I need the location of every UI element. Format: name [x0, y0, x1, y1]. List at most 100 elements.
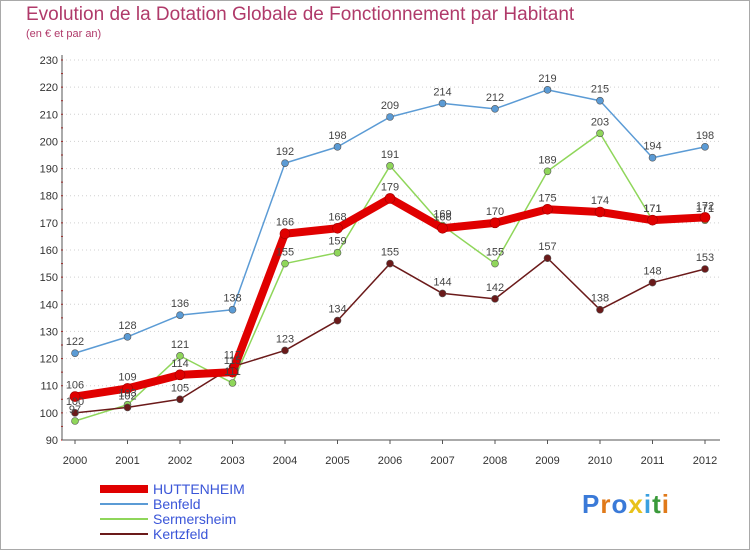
data-label: 138 [591, 293, 609, 305]
data-point [648, 278, 657, 287]
data-point [123, 333, 132, 341]
data-label: 198 [328, 130, 346, 142]
logo-letter: o [611, 489, 629, 519]
data-point [122, 383, 133, 394]
data-point [174, 369, 186, 381]
series-line-huttenheim [71, 194, 709, 401]
chart-subtitle: (en € et par an) [26, 28, 102, 40]
data-label: 159 [328, 236, 346, 248]
data-label: 155 [276, 247, 294, 259]
data-point [176, 352, 184, 360]
y-tick-label: 210 [40, 109, 58, 121]
data-point [176, 311, 184, 319]
x-tick-label: 2006 [378, 455, 402, 467]
data-label: 198 [696, 130, 714, 142]
data-label: 169 [433, 209, 451, 221]
logo-letter: i [643, 489, 653, 519]
data-point [701, 143, 709, 151]
data-point [228, 379, 237, 387]
data-point [647, 214, 658, 226]
data-point [491, 105, 499, 113]
data-point [123, 403, 132, 412]
data-label: 170 [486, 206, 504, 218]
data-label: 172 [696, 200, 714, 212]
data-point [648, 153, 657, 162]
data-label: 111 [224, 366, 241, 378]
x-tick-label: 2012 [693, 455, 717, 467]
data-point [384, 193, 396, 204]
x-tick-label: 2004 [273, 455, 297, 467]
data-label: 142 [486, 282, 504, 294]
data-label: 209 [381, 100, 399, 112]
x-tick-labels: 2000 2001 2002 2003 2004 2005 2006 2007 2008 2009… [63, 455, 717, 467]
x-tick-label: 2001 [115, 455, 139, 467]
data-label: 123 [276, 333, 294, 345]
data-label: 109 [118, 371, 136, 383]
data-point [333, 248, 342, 257]
y-tick-label: 200 [40, 136, 58, 148]
y-tick-label: 140 [40, 299, 58, 311]
y-tick-label: 100 [40, 408, 58, 420]
x-tick-label: 2009 [535, 455, 559, 467]
data-label: 103 [118, 388, 136, 400]
data-label: 157 [538, 241, 556, 253]
data-point [386, 259, 394, 268]
data-label: 179 [381, 181, 399, 193]
data-point [594, 206, 606, 218]
data-label: 148 [643, 266, 661, 278]
data-label: 191 [381, 149, 399, 161]
data-point [332, 222, 343, 234]
legend-label: Benfeld [153, 496, 200, 512]
y-tick-label: 180 [40, 191, 58, 203]
data-point [176, 395, 184, 404]
chart-title: Evolution de la Dotation Globale de Fonc… [26, 4, 575, 25]
y-tick-label: 130 [40, 326, 58, 338]
y-tick-label: 110 [40, 381, 58, 393]
data-point [491, 295, 499, 303]
data-point [228, 305, 237, 314]
data-point [596, 305, 604, 314]
series-line-benfeld [74, 89, 706, 354]
data-label: 114 [171, 358, 189, 370]
data-point [71, 409, 79, 417]
x-tick-label: 2003 [220, 455, 244, 467]
data-label: 192 [276, 146, 294, 158]
data-label: 168 [433, 211, 451, 223]
data-label: 214 [433, 86, 451, 98]
logo-letter: r [600, 489, 612, 519]
data-label: 203 [591, 116, 609, 128]
x-tick-label: 2002 [168, 455, 192, 467]
y-tick-label: 90 [46, 435, 58, 447]
data-label: 117 [224, 350, 242, 362]
data-point [333, 316, 342, 325]
data-label: 194 [643, 141, 661, 153]
data-point [71, 349, 79, 357]
data-label: 171 [643, 203, 661, 215]
legend-label: Kertzfeld [153, 526, 208, 542]
data-label: 174 [591, 195, 609, 207]
series-group [69, 86, 711, 425]
legend-label: HUTTENHEIM [153, 481, 245, 497]
data-label: 115 [224, 355, 242, 367]
data-point [71, 417, 79, 425]
data-point [438, 289, 447, 298]
data-point [386, 162, 394, 170]
data-point [543, 254, 552, 262]
data-labels: 122 128 136 138 192 198 209 214 212 219 215 194 198 9… [66, 73, 714, 416]
data-label: 166 [276, 217, 294, 229]
data-label: 100 [66, 396, 84, 408]
y-tick-label: 190 [40, 164, 58, 176]
data-point [542, 203, 553, 215]
series-line-kertzfeld [74, 257, 706, 414]
logo-letter: P [582, 489, 601, 519]
data-point [438, 99, 447, 108]
data-label: 121 [171, 339, 189, 351]
data-point [281, 259, 289, 268]
x-tick-label: 2010 [588, 455, 612, 467]
data-point [281, 346, 289, 355]
data-point [701, 265, 709, 273]
y-tick-labels: 90 100 110 120 130 140 150 160 170 180 190 200 210 22… [40, 55, 58, 447]
data-label: 212 [486, 92, 504, 104]
data-point [699, 212, 711, 223]
x-tick-label: 2000 [63, 455, 87, 467]
